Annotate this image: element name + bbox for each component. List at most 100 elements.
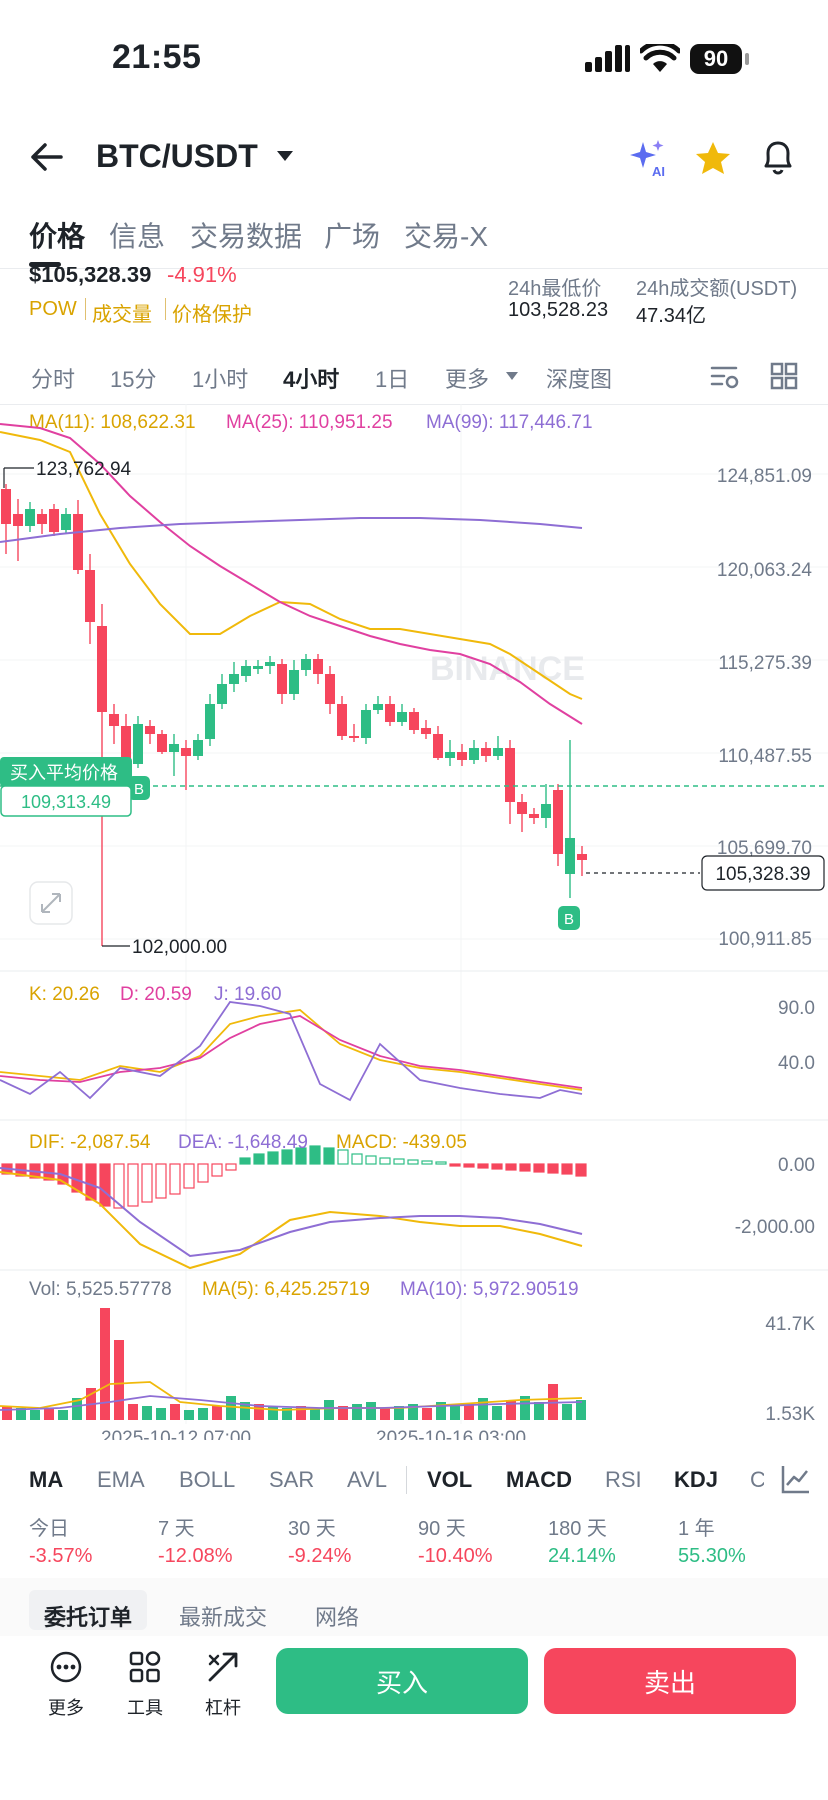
svg-text:AI: AI <box>652 164 665 178</box>
timeframe-1h[interactable]: 1小时 <box>192 367 249 392</box>
timeframe-4h[interactable]: 4小时 <box>283 367 340 392</box>
indicator-settings-icon[interactable] <box>780 1463 812 1495</box>
candle-body <box>133 724 143 764</box>
indicator-ema[interactable]: EMA <box>97 1467 145 1492</box>
volume-bar <box>170 1404 180 1420</box>
macd-bar <box>225 1163 237 1171</box>
ma99-legend: MA(99): 117,446.71 <box>426 412 593 433</box>
indicator-macd[interactable]: MACD <box>506 1467 572 1492</box>
tab-trade-x[interactable]: 交易-X <box>404 221 489 252</box>
last-price: $105,328.39 <box>29 262 152 287</box>
volume-bar <box>506 1400 516 1420</box>
volume-ma10-line <box>0 1395 583 1411</box>
more-dots-icon[interactable] <box>49 1650 83 1684</box>
leverage-icon[interactable] <box>206 1650 240 1684</box>
perf-label: 90 天 <box>418 1518 466 1540</box>
buy-tag[interactable] <box>128 776 150 800</box>
tab-info[interactable]: 信息 <box>109 221 166 252</box>
volume-bar <box>394 1406 404 1420</box>
buy-button[interactable]: 买入 <box>276 1648 528 1714</box>
volume-bar <box>114 1340 124 1420</box>
indicator-boll[interactable]: BOLL <box>179 1467 236 1492</box>
tab-network[interactable]: 网络 <box>315 1605 360 1630</box>
kline-chart[interactable]: BINANCE 123,762.94 102,000.00 124,851.09… <box>0 404 828 1440</box>
macd-dea-line <box>0 1167 583 1258</box>
pair-title[interactable]: BTC/USDT <box>96 138 258 174</box>
layout-grid-icon[interactable] <box>770 362 798 390</box>
buy-tag[interactable] <box>558 906 580 930</box>
axis-label: 124,851.09 <box>717 466 812 487</box>
price-change: -4.91% <box>167 262 237 287</box>
timeframe-15m[interactable]: 15分 <box>110 367 157 392</box>
ai-sparkle-icon[interactable]: AI <box>628 138 668 178</box>
buy-tag-label: B <box>134 781 144 798</box>
tab-open-orders[interactable]: 委托订单 <box>44 1605 133 1630</box>
candle-body <box>217 684 227 704</box>
volume-bar <box>352 1404 362 1420</box>
avg-price-badge-label: 买入平均价格 <box>10 763 118 783</box>
volume-bar <box>16 1408 26 1420</box>
candle-body <box>121 726 131 764</box>
indicator-vol[interactable]: VOL <box>427 1467 473 1492</box>
bell-icon[interactable] <box>760 138 796 178</box>
timeframe-line[interactable]: 分时 <box>31 367 76 392</box>
volume-bar <box>2 1406 12 1420</box>
indicator-ma[interactable]: MA <box>29 1467 64 1492</box>
kdj-lines <box>0 1001 583 1102</box>
chart-gridlines <box>0 404 828 1424</box>
moving-average-lines <box>0 423 583 725</box>
perf-label: 180 天 <box>548 1518 607 1540</box>
axis-label: 115,275.39 <box>718 653 812 674</box>
volume-bar <box>142 1406 152 1420</box>
macd-bar <box>547 1163 559 1174</box>
candle-body <box>457 752 467 760</box>
tab-price[interactable]: 价格 <box>29 221 86 252</box>
candle-body <box>577 854 587 860</box>
more-dropdown-icon[interactable] <box>505 371 519 381</box>
back-arrow-icon[interactable] <box>30 142 64 172</box>
macd-bar <box>113 1163 125 1209</box>
candle-body <box>505 748 515 802</box>
indicator-kdj[interactable]: KDJ <box>674 1467 719 1492</box>
current-price-box <box>701 855 825 891</box>
tool-more-label[interactable]: 更多 <box>48 1698 84 1718</box>
sell-button[interactable]: 卖出 <box>544 1648 796 1714</box>
indicator-sar[interactable]: SAR <box>269 1467 315 1492</box>
macd-bar <box>85 1163 97 1201</box>
ma-line <box>0 517 583 543</box>
candle-body <box>61 514 71 530</box>
volume-bar <box>58 1410 68 1420</box>
tag-volume[interactable]: 成交量 <box>92 304 152 326</box>
tab-recent-trades[interactable]: 最新成交 <box>179 1605 268 1630</box>
tab-square[interactable]: 广场 <box>324 221 381 252</box>
macd-bar <box>323 1147 335 1165</box>
ma-line <box>0 423 583 725</box>
indicator-rsi[interactable]: RSI <box>605 1467 642 1492</box>
macd-bar <box>295 1147 307 1165</box>
indicator-more[interactable]: C <box>750 1467 764 1492</box>
tools-grid-icon[interactable] <box>128 1650 162 1684</box>
volume-bar <box>464 1404 474 1420</box>
divider <box>0 404 828 405</box>
axis-label: 41.7K <box>765 1314 815 1335</box>
date-label: 2025-10-12 07:00 <box>101 1428 251 1440</box>
tag-pow[interactable]: POW <box>29 298 77 320</box>
timeframe-more[interactable]: 更多 <box>445 367 490 392</box>
perf-value: -3.57% <box>29 1545 93 1567</box>
tab-trading-data[interactable]: 交易数据 <box>190 221 303 252</box>
timeframe-1d[interactable]: 1日 <box>375 367 410 392</box>
low-marker-label: 102,000.00 <box>132 937 227 958</box>
volume-bar <box>310 1408 320 1420</box>
tool-leverage-label[interactable]: 杠杆 <box>205 1698 241 1718</box>
favorite-star-icon[interactable] <box>694 140 732 176</box>
macd-bar <box>337 1149 349 1165</box>
pair-dropdown-icon[interactable] <box>276 150 294 162</box>
indicator-avl[interactable]: AVL <box>347 1467 387 1492</box>
kdj-j-legend: J: 19.60 <box>214 984 282 1005</box>
chart-settings-icon[interactable] <box>710 364 740 390</box>
macd-bar <box>505 1163 517 1171</box>
tool-tools-label[interactable]: 工具 <box>127 1698 163 1718</box>
macd-bar <box>197 1163 209 1183</box>
tag-price-protection[interactable]: 价格保护 <box>172 304 252 326</box>
timeframe-depth[interactable]: 深度图 <box>546 367 613 392</box>
